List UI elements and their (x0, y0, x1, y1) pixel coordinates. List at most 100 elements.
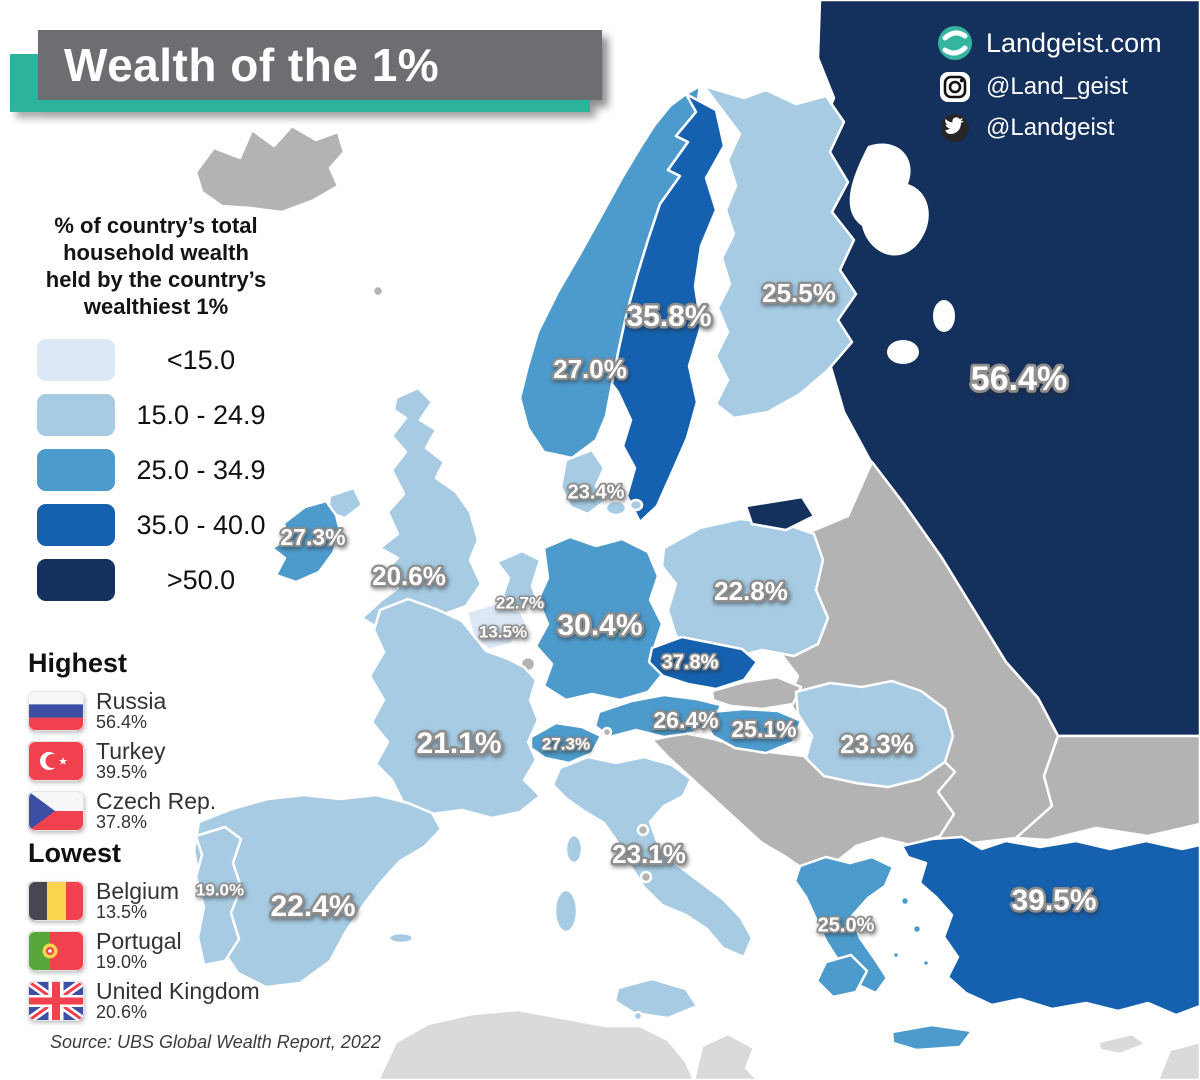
legend: <15.0 15.0 - 24.9 25.0 - 34.9 35.0 - 40.… (36, 338, 286, 613)
label-france-value: 21.1% (416, 727, 501, 760)
legend-label: 15.0 - 24.9 (136, 399, 266, 430)
branding-block: Landgeist.com @Land_geist @Landgeist (936, 24, 1162, 153)
region-north-africa (376, 1008, 696, 1080)
country-finland (702, 84, 858, 420)
country-vatican (639, 870, 653, 884)
country-value: 20.6% (96, 1002, 148, 1022)
list-item: Portugal 19.0% (28, 929, 260, 972)
legend-swatch (37, 394, 115, 436)
czech-flag (28, 790, 84, 831)
country-turkey (900, 835, 1200, 1017)
title-banner: Wealth of the 1% (10, 30, 602, 112)
country-france (368, 597, 542, 820)
website-text: Landgeist.com (986, 27, 1162, 58)
country-switzerland (529, 721, 603, 765)
aegean-island (891, 950, 901, 960)
label-belgium-value: 13.5% (479, 622, 527, 641)
portugal-flag (28, 930, 84, 971)
country-name: Turkey (96, 738, 166, 764)
list-item: United Kingdom 20.6% (28, 979, 260, 1022)
country-value: 37.8% (96, 812, 148, 832)
aegean-island (911, 923, 923, 935)
list-item: Czech Rep. 37.8% (28, 789, 216, 832)
danish-island (604, 499, 628, 517)
page-title: Wealth of the 1% (64, 39, 440, 91)
label-germany-value: 30.4% (557, 609, 642, 642)
island-balearics (387, 931, 415, 945)
lake-onega (933, 300, 955, 332)
belgium-flag (28, 880, 84, 921)
country-value: 39.5% (96, 762, 148, 782)
region-balkans (650, 731, 957, 873)
country-denmark (559, 448, 606, 516)
label-uk-value: 20.6% (372, 561, 446, 591)
instagram-handle-text: @Land_geist (986, 73, 1128, 100)
island-sardinia (553, 888, 579, 934)
label-italy-value: 23.1% (612, 839, 686, 869)
label-portugal-value: 19.0% (196, 880, 244, 899)
list-item: Belgium 13.5% (28, 879, 260, 922)
lake-ladoga (887, 340, 919, 364)
island-crete (890, 1023, 974, 1052)
white-sea-lake (849, 143, 929, 256)
label-finland-value: 25.5% (762, 278, 836, 308)
highest-heading: Highest (28, 648, 128, 678)
label-spain-value: 22.4% (270, 890, 355, 923)
country-liechtenstein (601, 726, 613, 738)
country-name: Belgium (96, 878, 180, 904)
label-turkey-value: 39.5% (1011, 884, 1096, 917)
country-value: 19.0% (96, 952, 148, 972)
list-item: Turkey 39.5% (28, 739, 216, 782)
country-sweden (610, 92, 726, 524)
country-czech-republic (647, 635, 759, 691)
country-ireland (270, 499, 342, 584)
region-tunisia (692, 1032, 760, 1080)
country-greece (793, 855, 895, 995)
legend-swatch (37, 559, 115, 601)
country-romania (794, 679, 955, 789)
label-austria-value: 26.4% (653, 707, 718, 733)
country-estonia (744, 495, 816, 532)
label-hungary-value: 25.1% (731, 716, 796, 742)
label-czech-value: 37.8% (662, 651, 719, 673)
legend-item: <15.0 (36, 338, 286, 382)
list-item: Russia 56.4% (28, 689, 216, 732)
country-name: Portugal (96, 928, 182, 954)
legend-item: >50.0 (36, 558, 286, 602)
label-netherlands-value: 22.7% (496, 593, 544, 612)
country-slovakia (710, 675, 803, 711)
danish-island (628, 498, 644, 512)
turkey-flag (28, 740, 84, 781)
faroe-islands (371, 284, 385, 298)
lowest-heading: Lowest (28, 838, 122, 868)
legend-item: 35.0 - 40.0 (36, 503, 286, 547)
country-name: Czech Rep. (96, 788, 217, 814)
country-name: United Kingdom (96, 978, 260, 1004)
legend-swatch (37, 339, 115, 381)
source-note: Source: UBS Global Wealth Report, 2022 (50, 1032, 381, 1052)
map-description: % of country’s total household wealth he… (45, 213, 267, 319)
twitter-icon (941, 114, 969, 142)
label-romania-value: 23.3% (840, 729, 914, 759)
title-teal-accent-vertical (10, 54, 38, 112)
legend-label: 25.0 - 34.9 (136, 454, 266, 485)
label-ireland-value: 27.3% (280, 524, 345, 550)
label-poland-value: 22.8% (714, 576, 788, 606)
country-value: 13.5% (96, 902, 148, 922)
region-peloponnese (815, 953, 869, 999)
country-italy (551, 755, 754, 959)
region-middle-east (1156, 1040, 1200, 1080)
legend-swatch (37, 449, 115, 491)
title-teal-accent-horizontal (10, 100, 590, 112)
island-sicily (613, 977, 699, 1020)
russia-flag (28, 690, 84, 731)
legend-label: >50.0 (166, 564, 236, 595)
legend-label: 35.0 - 40.0 (136, 509, 266, 540)
landgeist-globe-icon (938, 26, 972, 60)
twitter-handle-text: @Landgeist (986, 114, 1115, 141)
legend-item: 15.0 - 24.9 (36, 393, 286, 437)
instagram-icon (940, 72, 970, 102)
label-greece-value: 25.0% (818, 914, 875, 936)
legend-swatch (37, 504, 115, 546)
